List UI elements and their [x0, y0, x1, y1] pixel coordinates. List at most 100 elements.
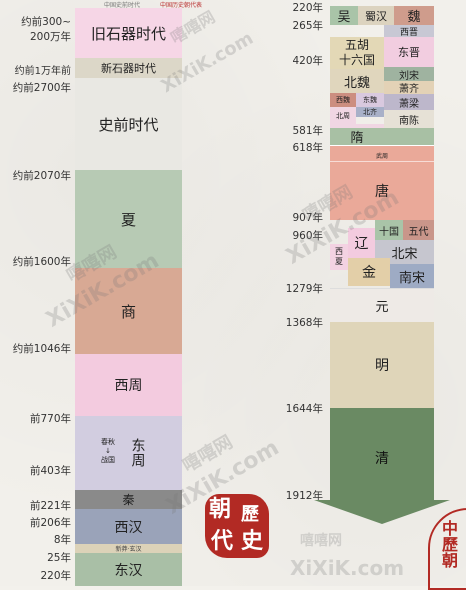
- dynasty-name: 刘宋: [399, 70, 419, 82]
- era-name: 新石器时代: [101, 62, 156, 75]
- dynasty-name: 明: [375, 358, 389, 374]
- dynasty-name: 西晋: [399, 27, 418, 38]
- seal-char: 中: [439, 520, 458, 536]
- dynasty-block: 北周: [330, 107, 356, 124]
- dynasty-name: 秦: [122, 493, 135, 507]
- right-year-label: 960年: [292, 230, 323, 242]
- dynasty-name: 武周: [375, 153, 388, 160]
- dynasty-name: 西: [335, 247, 343, 256]
- dynasty-name: 北魏: [343, 75, 370, 91]
- dynasty-name: 西汉: [114, 519, 143, 536]
- era-block: 旧石器时代: [75, 8, 182, 58]
- dynasty-block: [330, 124, 384, 128]
- dynasty-block: 西 夏: [330, 244, 348, 270]
- dynasty-name: 元: [375, 300, 389, 315]
- left-year-label: 约前1万年前: [14, 66, 71, 77]
- dynasty-name: 萧齐: [399, 84, 419, 95]
- dynasty-block: 辽: [348, 228, 375, 258]
- dynasty-name: 东魏: [363, 96, 377, 104]
- era-block: 新石器时代: [75, 58, 182, 78]
- seal-char: 朝: [439, 552, 458, 568]
- dynasty-name: 夏: [335, 257, 343, 266]
- left-year-label: 前206年: [29, 517, 71, 529]
- dynasty-name: 南陈: [399, 115, 419, 127]
- dynasty-name: 唐: [375, 184, 389, 200]
- dynasty-name: 吴: [337, 10, 351, 25]
- dynasty-block: 隋: [330, 128, 434, 146]
- watermark: 嘻嘻网: [300, 533, 342, 549]
- dynasty-name: 萧梁: [399, 98, 419, 110]
- dynasty-block: 东晋: [384, 37, 434, 67]
- stamp-char: 史: [241, 528, 264, 554]
- dynasty-block: 清: [330, 408, 434, 508]
- dynasty-name: 五胡: [344, 38, 369, 52]
- era-name: 史前时代: [98, 115, 159, 134]
- sub-era-label: 春秋: [101, 438, 115, 446]
- left-year-label: 约前2700年: [12, 82, 71, 94]
- stamp-char: 代: [211, 528, 234, 554]
- dynasty-block: 秦: [75, 490, 182, 509]
- dynasty-name: 商: [120, 302, 136, 321]
- dynasty-block: 春秋 ↓ 战国 东周: [75, 416, 182, 490]
- dynasty-name: 北宋: [391, 246, 418, 262]
- dynasty-block: 东汉: [75, 553, 182, 586]
- dynasty-name: 东汉: [114, 562, 143, 579]
- right-year-label: 581年: [292, 125, 323, 137]
- right-year-label: 420年: [292, 55, 323, 67]
- dynasty-block: 东魏: [356, 93, 384, 107]
- right-year-label: 1279年: [285, 283, 323, 295]
- dynasty-block: 金: [348, 258, 390, 286]
- dynasty-block: 西汉: [75, 509, 182, 544]
- dynasty-name: 西魏: [336, 96, 350, 104]
- dynasty-block: 北齐: [356, 107, 384, 117]
- left-year-label: 220年: [40, 570, 71, 582]
- dynasty-block: 武周: [330, 145, 434, 161]
- watermark: XiXiK.com: [290, 556, 405, 580]
- dynasty-block: 南陈: [384, 110, 434, 128]
- dynasty-name: 辽: [354, 236, 369, 252]
- seal-text: 中歷朝: [438, 520, 458, 568]
- dynasty-name: 五代: [408, 226, 429, 238]
- dynasty-name: 东周: [129, 438, 146, 468]
- dynasty-block: 萧齐: [384, 81, 434, 95]
- dynasty-name: 北周: [336, 111, 350, 120]
- right-year-label: 220年: [292, 2, 323, 14]
- dynasty-name: 新莽·玄汉: [115, 546, 142, 553]
- left-year-label: 200万年: [29, 31, 71, 43]
- dynasty-block: 夏: [75, 170, 182, 268]
- dynasty-name: 东晋: [398, 46, 420, 59]
- right-year-label: 907年: [292, 212, 323, 224]
- stamp-char: 歷: [241, 504, 259, 525]
- dynasty-block: 蜀汉: [358, 6, 394, 25]
- dynasty-block: 吴: [330, 6, 358, 25]
- era-block: 史前时代: [75, 78, 182, 170]
- dynasty-name: 北齐: [363, 108, 377, 116]
- dynasty-block: 十国: [375, 220, 403, 240]
- dynasty-block: 北魏: [330, 69, 384, 93]
- left-year-label: 前770年: [29, 413, 71, 425]
- dynasty-block: 元: [330, 288, 434, 322]
- dynasty-block: 唐: [330, 161, 434, 220]
- dynasty-block: 刘宋: [384, 67, 434, 82]
- era-name: 旧石器时代: [90, 24, 166, 43]
- corner-seal: 中歷朝: [428, 508, 466, 590]
- left-year-label: 前221年: [29, 500, 71, 512]
- stamp-char: 朝: [209, 496, 232, 522]
- right-year-label: 1912年: [285, 490, 323, 502]
- dynasty-name: 西周: [114, 378, 143, 394]
- top-cut-label: 中国历史朝代表: [160, 2, 203, 9]
- dynasty-block: 西魏: [330, 93, 356, 107]
- dynasty-name: 南宋: [398, 270, 425, 286]
- dynasty-name: 夏: [120, 210, 136, 229]
- dynasty-name: 十六国: [338, 53, 375, 67]
- dynasty-name: 隋: [350, 131, 364, 146]
- dynasty-block: 魏: [394, 6, 434, 25]
- dynasty-block: 五代: [403, 220, 434, 240]
- sub-era-label: 战国: [101, 456, 115, 464]
- seal-char: 歷: [439, 536, 458, 552]
- dynasty-name: 金: [362, 265, 376, 281]
- dynasty-name: 十国: [379, 226, 399, 238]
- dynasty-block: 萧梁: [384, 94, 434, 110]
- dynasty-block: 新莽·玄汉: [75, 544, 182, 553]
- dynasty-block: 南宋: [390, 264, 434, 288]
